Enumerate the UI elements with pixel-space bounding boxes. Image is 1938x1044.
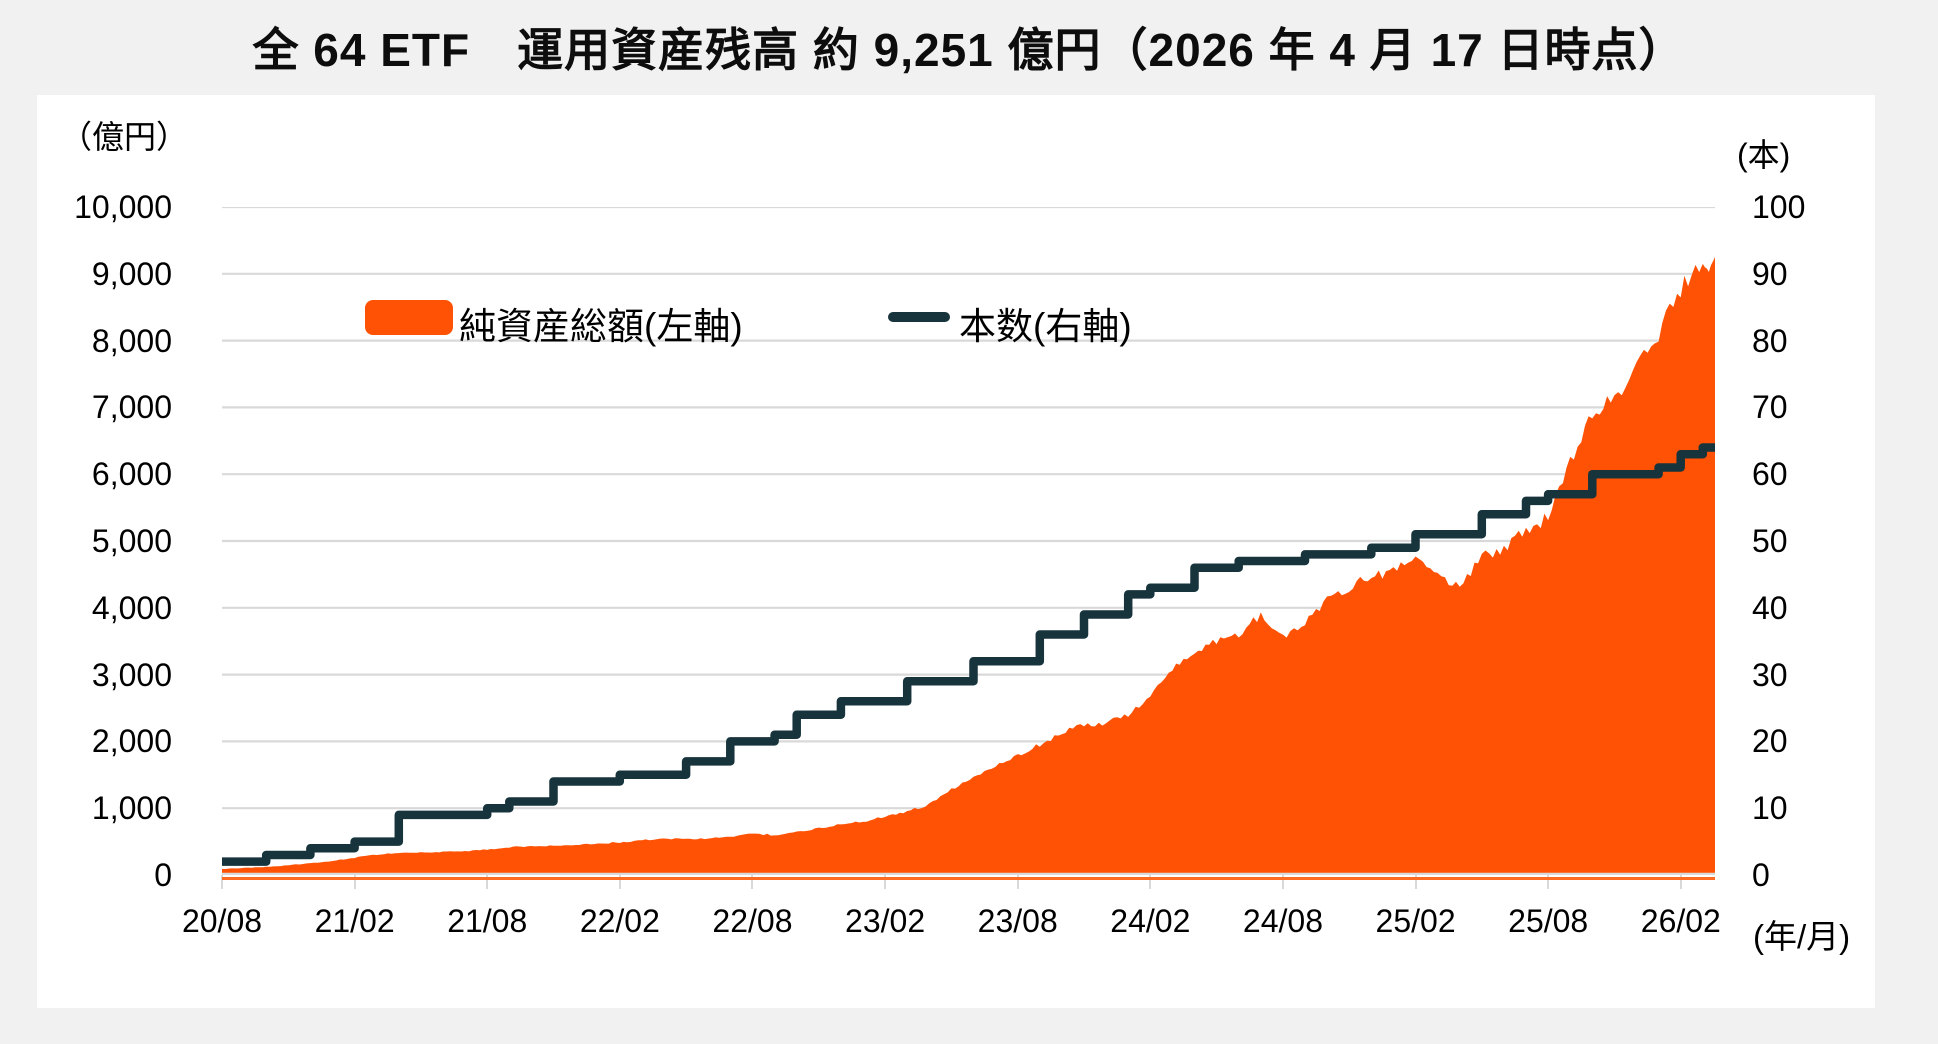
x-axis-tick-label: 22/02 [579, 903, 660, 939]
x-axis-tick-label: 25/02 [1375, 903, 1456, 939]
x-axis-tick-label: 24/08 [1242, 903, 1323, 939]
x-axis-tick-mark [618, 875, 621, 889]
x-axis-tick-mark [1679, 875, 1682, 889]
aum-area-series [222, 257, 1715, 875]
right-axis-tick-label: 60 [1752, 456, 1788, 493]
x-axis-tick-mark [1281, 875, 1284, 889]
left-axis-tick-label: 6,000 [91, 456, 172, 493]
legend-line-swatch [888, 312, 950, 322]
right-axis-tick-label: 30 [1752, 656, 1788, 693]
left-axis-tick-label: 3,000 [91, 656, 172, 693]
right-axis-tick-label: 90 [1752, 255, 1788, 292]
x-axis-tick-mark [1016, 875, 1019, 889]
x-axis-tick-mark [1149, 875, 1152, 889]
right-axis-tick-label: 50 [1752, 523, 1788, 559]
right-axis-tick-label: 40 [1752, 589, 1788, 626]
left-axis-tick-label: 9,000 [91, 255, 172, 292]
left-axis-tick-label: 4,000 [91, 589, 172, 626]
left-axis-unit: （億円） [60, 119, 189, 155]
x-axis-tick-label: 25/08 [1508, 903, 1589, 939]
x-axis-tick-label: 21/08 [447, 903, 528, 939]
left-axis-tick-label: 5,000 [91, 523, 172, 559]
x-axis-tick-mark [1414, 875, 1417, 889]
left-axis-tick-label: 7,000 [91, 389, 172, 426]
right-axis-tick-label: 0 [1752, 857, 1770, 893]
plot-svg [222, 207, 1715, 875]
right-axis-tick-label: 80 [1752, 322, 1788, 359]
x-axis-tick-label: 24/02 [1110, 903, 1191, 939]
left-axis-tick-label: 1,000 [91, 790, 172, 827]
x-axis-tick-mark [221, 875, 223, 889]
count-line-series [222, 443, 1715, 866]
left-axis-tick-label: 0 [154, 857, 172, 893]
page-title: 全 64 ETF 運用資産残高 約 9,251 億円（2026 年 4 月 17… [252, 24, 1686, 76]
right-axis-tick-label: 100 [1752, 189, 1806, 225]
x-axis-tick-mark [751, 875, 754, 889]
right-axis-tick-label: 10 [1752, 790, 1788, 827]
right-axis-unit: (本) [1737, 137, 1791, 173]
x-axis-tick-label: 20/08 [181, 903, 263, 939]
x-axis-tick-mark [486, 875, 489, 889]
left-axis-tick-label: 8,000 [91, 322, 172, 359]
x-axis-tick-mark [353, 875, 356, 889]
x-axis-tick-mark [1547, 875, 1550, 889]
x-axis-tick-mark [884, 875, 887, 889]
x-axis-tick-label: 23/08 [977, 903, 1058, 939]
right-axis-tick-label: 70 [1752, 389, 1788, 426]
x-axis-tick-label: 26/02 [1640, 903, 1721, 939]
left-axis-tick-label: 10,000 [74, 189, 172, 225]
x-axis-unit: (年/月) [1753, 918, 1851, 955]
right-axis-tick-label: 20 [1752, 723, 1788, 760]
legend-area-label: 純資産総額(左軸) [459, 306, 743, 347]
left-axis-tick-label: 2,000 [91, 723, 172, 760]
x-axis-tick-label: 23/02 [845, 903, 926, 939]
x-axis-tick-label: 22/08 [712, 903, 793, 939]
legend-area-swatch [365, 300, 453, 335]
x-axis-baseline-orange [222, 877, 1715, 880]
x-axis-tick-label: 21/02 [314, 903, 395, 939]
legend-line-label: 本数(右軸) [959, 306, 1132, 347]
